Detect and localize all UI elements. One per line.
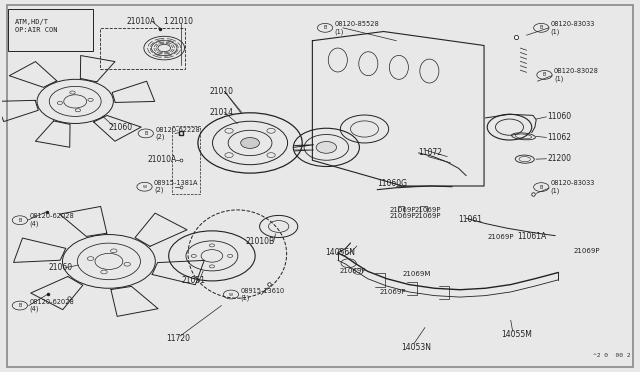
- Text: 21060: 21060: [49, 263, 72, 272]
- Text: 21010B: 21010B: [246, 237, 275, 246]
- Text: 21010: 21010: [209, 87, 234, 96]
- Circle shape: [241, 138, 259, 148]
- Text: 11072: 11072: [419, 148, 442, 157]
- Text: 21069P: 21069P: [390, 213, 417, 219]
- Text: W: W: [143, 185, 147, 189]
- Text: 08915-1381A
(2): 08915-1381A (2): [154, 180, 198, 193]
- Text: 11060G: 11060G: [377, 179, 407, 187]
- Text: 08120-83033
(1): 08120-83033 (1): [551, 21, 595, 35]
- Text: 21010: 21010: [170, 17, 193, 26]
- Text: 08120-62228
(2): 08120-62228 (2): [156, 126, 200, 140]
- Text: 21051: 21051: [181, 276, 205, 285]
- Text: W: W: [229, 292, 233, 296]
- Text: B: B: [144, 131, 147, 136]
- Text: 11061: 11061: [459, 215, 483, 224]
- Text: 14055M: 14055M: [501, 330, 532, 340]
- Text: B: B: [18, 218, 22, 223]
- Text: B: B: [18, 303, 22, 308]
- Text: 14053N: 14053N: [401, 343, 431, 352]
- Text: 08120-62028
(4): 08120-62028 (4): [29, 214, 74, 227]
- Text: ^2 0  00 2: ^2 0 00 2: [593, 353, 630, 358]
- Text: 21069P: 21069P: [573, 248, 600, 254]
- Text: B: B: [323, 25, 327, 31]
- Text: 21010A: 21010A: [126, 17, 156, 26]
- Text: B: B: [540, 25, 543, 31]
- Text: 21069P: 21069P: [414, 213, 440, 219]
- Text: 08120-85528
(1): 08120-85528 (1): [335, 21, 380, 35]
- Text: 21069P: 21069P: [488, 234, 515, 240]
- Text: 08915-13610
(1): 08915-13610 (1): [241, 288, 285, 301]
- Text: 21200: 21200: [548, 154, 572, 163]
- Text: 21069P: 21069P: [414, 207, 440, 213]
- Text: 08120-83033
(1): 08120-83033 (1): [551, 180, 595, 194]
- Text: 21014: 21014: [209, 108, 234, 117]
- Text: B: B: [543, 73, 546, 77]
- Text: 21069P: 21069P: [390, 207, 417, 213]
- Text: 0B120-83028
(1): 0B120-83028 (1): [554, 68, 599, 82]
- Text: 1: 1: [163, 17, 168, 26]
- Text: 14056N: 14056N: [325, 248, 355, 257]
- Text: 21069M: 21069M: [403, 271, 431, 277]
- Text: 11062: 11062: [548, 133, 572, 142]
- Text: ATM,HD/T
OP:AIR CON: ATM,HD/T OP:AIR CON: [15, 19, 58, 33]
- Text: 21069P: 21069P: [339, 268, 365, 274]
- Text: 11061A: 11061A: [517, 232, 547, 241]
- Text: 21069P: 21069P: [379, 289, 406, 295]
- Text: 21060: 21060: [109, 123, 133, 132]
- Text: 21010A: 21010A: [147, 155, 176, 164]
- Text: 08120-62028
(4): 08120-62028 (4): [29, 299, 74, 312]
- Circle shape: [316, 141, 337, 153]
- Text: 11720: 11720: [166, 334, 190, 343]
- Text: B: B: [540, 185, 543, 190]
- Text: 11060: 11060: [548, 112, 572, 121]
